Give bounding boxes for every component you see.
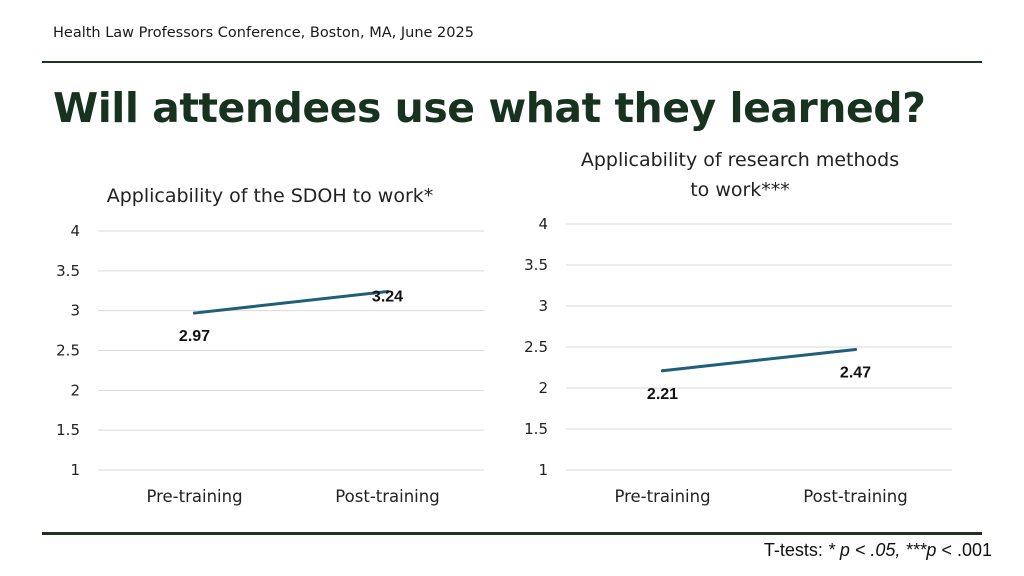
top-divider (42, 61, 982, 63)
chart-2-y-tick-label: 1 (538, 461, 548, 479)
chart-2-data-point (661, 369, 664, 373)
chart-1-x-category-label: Post-training (335, 487, 439, 506)
chart-2-y-tick-label: 3 (538, 297, 548, 315)
chart-1-data-point (193, 311, 196, 315)
chart-2-y-tick-label: 1.5 (524, 420, 548, 438)
footnote: T-tests: * p < .05, ***p < .001 (764, 540, 992, 561)
chart-2-y-tick-label: 2.5 (524, 338, 548, 356)
chart-1-y-tick-label: 4 (70, 222, 80, 240)
chart-2-series-line (661, 347, 857, 373)
chart-1-y-tick-label: 3 (70, 302, 80, 320)
chart-1-y-tick-label: 1 (70, 461, 80, 479)
chart-1-title-line-1: Applicability of the SDOH to work* (107, 185, 434, 207)
chart-1-y-tick-label: 2 (70, 381, 80, 399)
chart-2-y-tick-label: 4 (538, 215, 548, 233)
chart-1-x-category-label: Pre-training (146, 487, 242, 506)
chart-1-y-tick-label: 3.5 (56, 262, 80, 280)
chart-2-x-category-label: Post-training (803, 487, 907, 506)
chart-2-data-label: 2.21 (647, 386, 678, 403)
footnote-suffix: < .001 (936, 540, 992, 560)
chart-2-data-point (854, 347, 857, 351)
chart-2-title-line-1: Applicability of research methods (581, 149, 899, 171)
chart-2-title-line-2: to work*** (690, 179, 790, 201)
chart-2-y-tick-label: 3.5 (524, 256, 548, 274)
footnote-significance: * p < .05, ***p (827, 540, 937, 560)
chart-2-data-label: 2.47 (840, 364, 871, 381)
chart-1-data-label: 3.24 (372, 289, 403, 306)
chart-1-y-tick-label: 2.5 (56, 342, 80, 360)
conference-header: Health Law Professors Conference, Boston… (53, 25, 474, 41)
chart-1-y-tick-label: 1.5 (56, 421, 80, 439)
chart-1-series-line (193, 290, 389, 315)
chart-2-x-category-label: Pre-training (614, 487, 710, 506)
bottom-divider (42, 532, 982, 535)
footnote-prefix: T-tests: (763, 540, 828, 560)
chart-2-y-tick-label: 2 (538, 379, 548, 397)
chart-1-data-label: 2.97 (179, 328, 210, 345)
chart-1-data-point (386, 290, 389, 294)
slide-title: Will attendees use what they learned? (53, 84, 926, 132)
